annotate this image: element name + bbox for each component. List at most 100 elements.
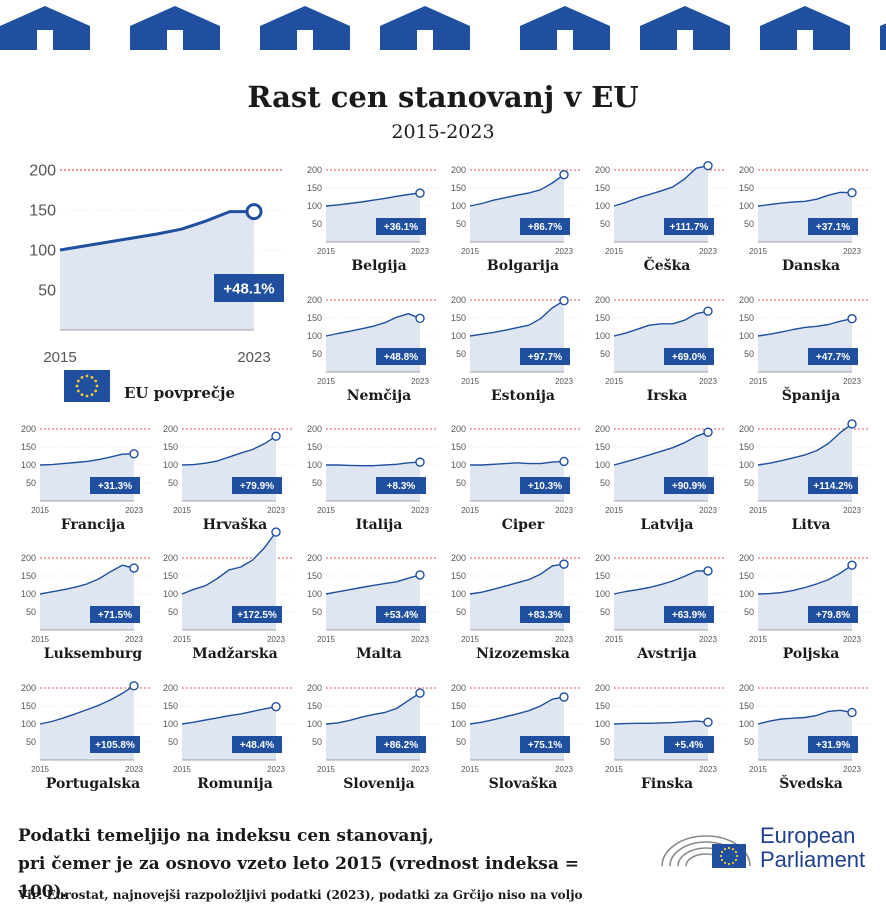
- series-line: [469, 300, 565, 337]
- country-label: Irska: [647, 388, 688, 404]
- series-line: [181, 531, 277, 595]
- change-badge-label: +31.3%: [98, 481, 132, 492]
- y-tick-label: 100: [307, 201, 322, 211]
- x-tick-start: 2015: [605, 635, 623, 644]
- country-label: Bolgarija: [487, 258, 559, 274]
- endpoint-marker: [129, 563, 139, 573]
- logo-text: European Parliament: [760, 824, 865, 872]
- change-badge-label: +79.8%: [816, 610, 850, 621]
- change-badge: [90, 477, 140, 494]
- x-tick-end: 2023: [411, 765, 429, 774]
- endpoint-marker: [847, 314, 857, 324]
- y-tick-label: 100: [451, 201, 466, 211]
- y-tick-label: 150: [163, 442, 178, 452]
- star: [80, 375, 84, 379]
- endpoint-marker: [129, 449, 139, 459]
- footnote-line-1: Podatki temeljijo na indeksu cen stanova…: [18, 826, 434, 846]
- chart-francija: 50 100 150 200 2015 2023 +31.3% Francija: [21, 424, 152, 533]
- chart-bolgarija: 50 100 150 200 2015 2023 +86.7% Bolgarija: [451, 165, 582, 274]
- x-tick-end: 2023: [843, 635, 861, 644]
- change-badge-label: +37.1%: [816, 222, 850, 233]
- x-tick-start: 2015: [173, 765, 191, 774]
- x-tick-start: 2015: [31, 765, 49, 774]
- star: [90, 375, 94, 379]
- x-tick-end: 2023: [555, 377, 573, 386]
- y-tick-label: 100: [21, 460, 36, 470]
- y-tick-label: 100: [307, 460, 322, 470]
- y-tick-label: 200: [595, 553, 610, 563]
- y-tick-label: 50: [456, 478, 466, 488]
- country-label: Malta: [356, 646, 401, 662]
- x-tick-end: 2023: [555, 247, 573, 256]
- x-tick-end: 2023: [125, 765, 143, 774]
- y-tick-label: 150: [451, 571, 466, 581]
- star: [76, 389, 80, 393]
- star: [723, 861, 727, 865]
- x-tick-end: 2023: [699, 506, 717, 515]
- y-tick-label: 150: [739, 183, 754, 193]
- y-tick-label: 200: [451, 424, 466, 434]
- change-badge: [664, 218, 714, 235]
- y-tick-label: 100: [595, 719, 610, 729]
- house-door: [417, 30, 433, 50]
- y-tick-label: 200: [307, 295, 322, 305]
- chart-irska: 50 100 150 200 2015 2023 +69.0% Irska: [595, 295, 726, 404]
- change-badge: [376, 477, 426, 494]
- x-tick-end: 2023: [699, 247, 717, 256]
- y-tick-label: 50: [456, 219, 466, 229]
- change-badge-label: +36.1%: [384, 222, 418, 233]
- x-tick-end: 2023: [237, 349, 270, 366]
- y-tick-label: 100: [739, 460, 754, 470]
- y-tick-label: 100: [451, 331, 466, 341]
- y-tick-label: 50: [600, 219, 610, 229]
- country-label: Hrvaška: [203, 517, 267, 533]
- star: [90, 393, 94, 397]
- x-tick-start: 2015: [317, 247, 335, 256]
- y-tick-label: 200: [739, 553, 754, 563]
- endpoint-marker: [847, 419, 857, 429]
- house-shape: [880, 23, 886, 50]
- endpoint-marker: [559, 559, 569, 569]
- endpoint-marker: [847, 560, 857, 570]
- change-badge: [90, 606, 140, 623]
- chart-ceska: 50 100 150 200 2015 2023 +111.7% Češka: [595, 160, 726, 274]
- y-tick-label: 200: [163, 424, 178, 434]
- y-tick-label: 100: [451, 460, 466, 470]
- x-tick-start: 2015: [43, 349, 76, 366]
- house-door: [677, 30, 693, 50]
- country-label: Poljska: [783, 646, 840, 662]
- change-badge: [214, 274, 284, 302]
- y-tick-label: 200: [307, 683, 322, 693]
- y-tick-label: 200: [451, 295, 466, 305]
- y-tick-label: 50: [600, 478, 610, 488]
- endpoint-marker: [847, 187, 857, 198]
- chart-finska: 50 100 150 200 2015 2023 +5.4% Finska: [595, 683, 726, 792]
- y-tick-label: 150: [307, 701, 322, 711]
- source-note: Vir: Eurostat, najnovejši razpoložljivi …: [18, 888, 583, 902]
- chart-madzarska: 50 100 150 200 2015 2023 +172.5% Madžarska: [163, 527, 294, 662]
- y-tick-label: 150: [451, 442, 466, 452]
- chart-portugalska: 50 100 150 200 2015 2023 +105.8% Portugalska: [21, 681, 152, 792]
- change-badge-label: +97.7%: [528, 352, 562, 363]
- change-badge: [664, 348, 714, 365]
- house-door: [167, 30, 183, 50]
- series-line: [325, 692, 421, 725]
- x-tick-start: 2015: [31, 635, 49, 644]
- y-tick-label: 50: [600, 607, 610, 617]
- house-shape: [380, 6, 470, 50]
- star: [731, 861, 735, 865]
- change-badge-label: +5.4%: [675, 740, 704, 751]
- y-tick-label: 200: [451, 553, 466, 563]
- x-tick-start: 2015: [317, 635, 335, 644]
- change-badge-label: +75.1%: [528, 740, 562, 751]
- x-tick-end: 2023: [411, 506, 429, 515]
- chart-belgija: 50 100 150 200 2015 2023 +36.1% Belgija: [307, 165, 438, 274]
- chart-slovaska: 50 100 150 200 2015 2023 +75.1% Slovaška: [451, 683, 582, 792]
- y-tick-label: 50: [38, 283, 56, 300]
- charts-grid: 50 100 150 200 2015 2023 +48.1% 50 100 150 200 2015…: [21, 160, 870, 792]
- chart-nizozemska: 50 100 150 200 2015 2023 +83.3% Nizozemska: [451, 553, 582, 662]
- country-label: Portugalska: [46, 776, 140, 792]
- house-shape: [260, 6, 350, 50]
- y-tick-label: 100: [739, 331, 754, 341]
- chart-luksemburg: 50 100 150 200 2015 2023 +71.5% Luksemburg: [21, 553, 152, 662]
